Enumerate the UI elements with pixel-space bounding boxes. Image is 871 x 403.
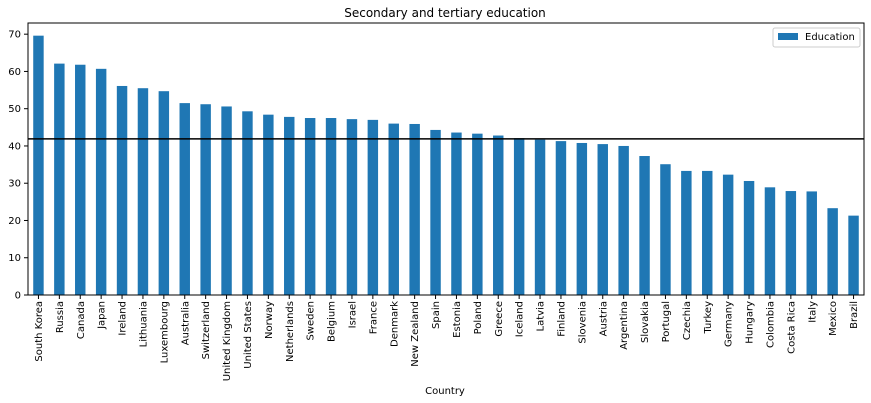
bar bbox=[785, 191, 797, 295]
x-tick-label: Colombia bbox=[765, 301, 776, 348]
x-tick-label: Brazil bbox=[849, 301, 860, 329]
x-tick-label: Costa Rica bbox=[786, 301, 797, 354]
bar bbox=[430, 129, 441, 295]
bar bbox=[722, 174, 734, 295]
legend-label: Education bbox=[805, 32, 855, 43]
x-tick-label: Denmark bbox=[389, 301, 400, 347]
y-tick-label: 50 bbox=[8, 104, 21, 115]
x-tick-label: Netherlands bbox=[285, 301, 296, 362]
y-tick-label: 70 bbox=[8, 30, 21, 41]
bar bbox=[660, 164, 671, 295]
x-tick-label: Lithuania bbox=[138, 301, 149, 347]
plot-area bbox=[28, 35, 864, 296]
bar bbox=[827, 208, 838, 295]
x-tick-label: Sweden bbox=[306, 301, 317, 341]
x-tick-label: Turkey bbox=[703, 301, 714, 335]
bar bbox=[179, 103, 190, 295]
legend: Education bbox=[772, 27, 861, 48]
x-axis-label: Country bbox=[425, 386, 465, 397]
x-tick-label: Luxembourg bbox=[159, 301, 170, 363]
bar bbox=[304, 118, 316, 295]
x-tick-label: Slovakia bbox=[640, 301, 651, 343]
x-tick-label: Ireland bbox=[118, 301, 129, 336]
bar bbox=[388, 123, 399, 295]
axes-frame bbox=[27, 22, 865, 296]
chart-title: Secondary and tertiary education bbox=[344, 6, 546, 20]
bar bbox=[367, 119, 379, 295]
bar bbox=[263, 114, 274, 295]
x-tick-label: Switzerland bbox=[201, 301, 212, 359]
bar bbox=[472, 133, 483, 295]
bar bbox=[221, 106, 232, 295]
x-tick-label: Iceland bbox=[515, 301, 526, 337]
bar bbox=[681, 170, 692, 295]
y-axis: 0 10 20 30 40 50 60 70 bbox=[8, 30, 28, 302]
bar bbox=[116, 85, 128, 295]
x-tick-label: Latvia bbox=[536, 301, 547, 331]
x-tick-label: Estonia bbox=[452, 301, 463, 338]
legend-box bbox=[772, 27, 861, 48]
bar bbox=[325, 118, 337, 295]
x-tick-label: Belgium bbox=[327, 301, 338, 342]
bar bbox=[618, 145, 629, 295]
bar bbox=[346, 119, 358, 296]
x-tick-label: Germany bbox=[724, 301, 735, 347]
x-tick-label: Argentina bbox=[619, 301, 630, 350]
y-tick-label: 60 bbox=[8, 67, 21, 78]
x-tick-label: Israel bbox=[347, 301, 358, 328]
bar bbox=[242, 111, 253, 295]
x-tick-label: Russia bbox=[55, 301, 66, 333]
bar bbox=[451, 132, 462, 295]
bar bbox=[95, 68, 107, 295]
bar bbox=[54, 63, 65, 296]
y-tick-label: 10 bbox=[8, 253, 21, 264]
x-tick-label: Austria bbox=[598, 301, 609, 336]
bar bbox=[743, 180, 755, 295]
x-tick-label: United Kingdom bbox=[222, 301, 233, 381]
x-tick-label: Canada bbox=[76, 301, 87, 339]
bar bbox=[75, 64, 86, 295]
y-tick-label: 0 bbox=[15, 291, 21, 302]
x-tick-label: Poland bbox=[473, 301, 484, 334]
x-tick-label: Finland bbox=[556, 301, 567, 337]
y-tick-label: 20 bbox=[8, 216, 21, 227]
bar bbox=[534, 139, 546, 295]
x-tick-label: Mexico bbox=[828, 301, 839, 336]
x-tick-label: Italy bbox=[807, 301, 818, 323]
x-tick-label: New Zealand bbox=[410, 301, 421, 367]
bar bbox=[137, 88, 149, 296]
bar bbox=[639, 156, 650, 295]
bar bbox=[200, 104, 211, 296]
bar bbox=[806, 191, 817, 295]
bar bbox=[284, 116, 295, 295]
x-tick-label: Japan bbox=[97, 301, 108, 330]
y-tick-label: 40 bbox=[8, 141, 21, 152]
x-tick-label: United States bbox=[243, 301, 254, 369]
x-axis: South Korea Russia Canada Japan Ireland Lithu… bbox=[34, 295, 860, 381]
x-tick-label: Spain bbox=[431, 301, 442, 329]
x-tick-label: Portugal bbox=[661, 301, 672, 342]
x-tick-label: Greece bbox=[494, 301, 505, 337]
bar bbox=[33, 35, 44, 296]
y-tick-label: 30 bbox=[8, 179, 21, 190]
bar bbox=[848, 215, 859, 295]
bar bbox=[409, 123, 420, 295]
x-tick-label: Hungary bbox=[745, 301, 756, 344]
bar bbox=[702, 170, 713, 295]
bar bbox=[555, 141, 567, 295]
bar bbox=[493, 135, 504, 295]
bar bbox=[158, 91, 170, 295]
x-tick-label: South Korea bbox=[34, 301, 45, 362]
bar bbox=[764, 187, 776, 295]
x-tick-label: France bbox=[368, 301, 379, 334]
legend-swatch bbox=[778, 33, 798, 40]
x-tick-label: Slovenia bbox=[577, 301, 588, 344]
bar bbox=[513, 138, 525, 295]
bar bbox=[597, 144, 608, 295]
bar bbox=[576, 142, 588, 295]
x-tick-label: Australia bbox=[180, 301, 191, 345]
x-tick-label: Norway bbox=[264, 301, 275, 339]
x-tick-label: Czechia bbox=[682, 301, 693, 340]
